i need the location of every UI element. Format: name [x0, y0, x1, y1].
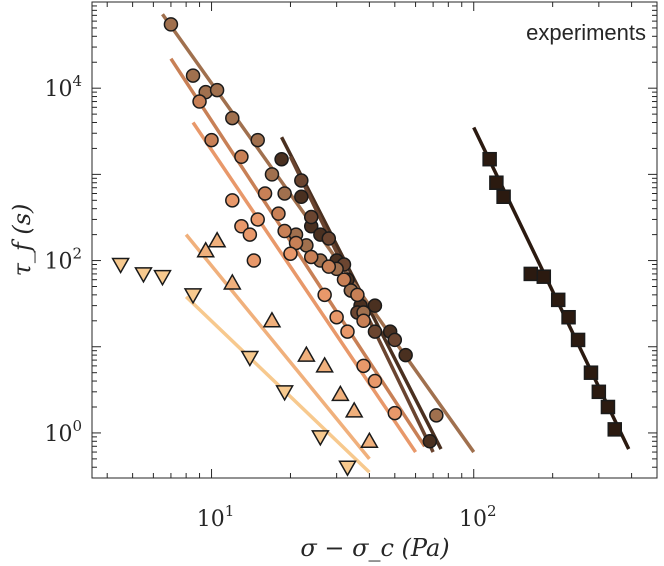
- marker-circle: [242, 227, 258, 242]
- annotation-text: experiments: [526, 20, 646, 45]
- marker-circle: [321, 259, 337, 274]
- marker-square: [489, 175, 504, 190]
- marker-circle: [317, 287, 332, 303]
- y-tick-label: 102: [44, 245, 82, 275]
- marker-circle: [250, 212, 265, 227]
- marker-triangle-down: [153, 269, 172, 287]
- marker-circle: [321, 231, 337, 246]
- marker-triangle-down: [275, 385, 294, 402]
- marker-circle: [429, 408, 444, 423]
- axis-ticks: [92, 1, 658, 479]
- tick-labels: 101 102 100 102 104: [44, 72, 496, 532]
- marker-triangle-up: [331, 384, 350, 402]
- fit-line-triangles-down: [184, 295, 371, 474]
- marker-circle: [422, 434, 438, 449]
- marker-circle: [264, 167, 280, 182]
- marker-triangle-up: [360, 431, 379, 449]
- marker-circle: [250, 132, 265, 148]
- marker-square: [561, 309, 576, 325]
- marker-circle: [398, 347, 413, 363]
- marker-circle: [387, 332, 403, 348]
- marker-circle: [192, 94, 207, 109]
- marker-circle: [303, 209, 319, 225]
- fit-line-triangles-up: [184, 233, 371, 460]
- marker-circle: [367, 373, 383, 389]
- x-tick-label: 101: [197, 502, 235, 532]
- marker-circle: [356, 313, 371, 329]
- marker-circle: [225, 110, 240, 126]
- marker-circle: [303, 249, 319, 265]
- marker-triangle-up: [315, 356, 334, 373]
- marker-circle: [209, 82, 225, 98]
- marker-triangle-down: [240, 350, 260, 368]
- marker-triangle-up: [344, 401, 364, 418]
- marker-circle: [234, 219, 249, 234]
- marker-triangle-down: [183, 288, 203, 305]
- marker-circle: [277, 223, 292, 239]
- marker-circle: [367, 298, 383, 313]
- marker-circle: [274, 151, 289, 167]
- marker-square: [591, 384, 607, 400]
- data-markers: [111, 17, 622, 477]
- y-tick-label: 104: [44, 72, 82, 102]
- marker-square: [583, 365, 599, 380]
- marker-square: [570, 332, 586, 348]
- marker-triangle-down: [338, 460, 357, 477]
- marker-circle: [356, 358, 371, 374]
- marker-circle: [367, 324, 383, 339]
- marker-circle: [294, 189, 309, 205]
- marker-circle: [204, 132, 219, 148]
- marker-triangle-down: [111, 257, 130, 275]
- marker-circle: [163, 17, 179, 32]
- marker-square: [536, 269, 552, 284]
- marker-circle: [387, 405, 403, 421]
- marker-triangle-up: [196, 241, 215, 258]
- marker-triangle-up: [297, 345, 316, 362]
- fit-line-circles-orange: [191, 121, 418, 454]
- marker-circle: [185, 68, 201, 83]
- y-axis-label: τ_f (s): [8, 204, 36, 277]
- marker-circle: [329, 309, 344, 325]
- marker-circle: [350, 287, 365, 303]
- marker-circle: [277, 186, 292, 201]
- marker-triangle-up: [207, 231, 227, 248]
- marker-triangle-down: [311, 430, 330, 447]
- marker-triangle-up: [223, 273, 242, 290]
- fit-line-circles-orange-dark: [169, 57, 427, 448]
- marker-circle: [271, 206, 286, 221]
- marker-circle: [246, 253, 262, 268]
- marker-square: [600, 399, 616, 415]
- x-tick-label: 102: [459, 502, 497, 532]
- plot-area: [91, 1, 658, 479]
- marker-square: [550, 292, 566, 308]
- marker-square: [496, 189, 511, 205]
- marker-circle: [257, 186, 273, 201]
- y-tick-label: 100: [44, 417, 82, 447]
- marker-circle: [234, 149, 249, 165]
- marker-circle: [283, 246, 298, 261]
- marker-circle: [294, 173, 309, 188]
- marker-square: [607, 422, 622, 437]
- marker-triangle-up: [262, 311, 282, 328]
- marker-circle: [225, 193, 240, 208]
- marker-square: [523, 266, 539, 282]
- marker-circle: [340, 324, 355, 339]
- marker-circle: [336, 272, 352, 287]
- marker-triangle-down: [134, 267, 153, 284]
- x-axis-label: σ − σ_c (Pa): [300, 534, 449, 562]
- marker-square: [482, 151, 497, 167]
